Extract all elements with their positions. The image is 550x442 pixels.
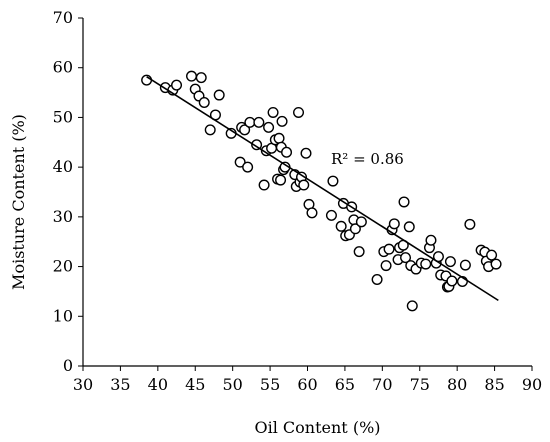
data-point bbox=[267, 106, 279, 118]
data-point bbox=[242, 161, 254, 173]
data-point bbox=[406, 300, 418, 312]
data-points bbox=[141, 70, 502, 312]
data-point bbox=[253, 116, 265, 128]
y-tick-label: 70 bbox=[53, 8, 73, 27]
data-point bbox=[213, 89, 225, 101]
trend-line bbox=[146, 75, 499, 302]
data-point bbox=[171, 79, 183, 91]
x-tick-label: 60 bbox=[297, 375, 317, 394]
data-point bbox=[464, 218, 476, 230]
x-tick-label: 30 bbox=[73, 375, 93, 394]
y-tick-label: 60 bbox=[53, 58, 73, 77]
y-tick-label: 20 bbox=[53, 257, 73, 276]
data-point bbox=[263, 121, 275, 133]
data-point bbox=[355, 216, 367, 228]
data-point bbox=[349, 223, 361, 235]
data-point bbox=[251, 139, 263, 151]
data-point bbox=[446, 275, 458, 287]
chart-ticks: 30 35 40 45 50 55 60 65 70 75 80 85 90 0 10 20 30 40 50 60 7… bbox=[53, 8, 543, 394]
data-point bbox=[459, 259, 471, 271]
data-point bbox=[398, 196, 410, 208]
x-tick-label: 50 bbox=[222, 375, 242, 394]
x-tick-label: 75 bbox=[410, 375, 430, 394]
y-tick-label: 50 bbox=[53, 107, 73, 126]
data-point bbox=[420, 258, 432, 270]
data-point bbox=[327, 175, 339, 187]
data-point bbox=[388, 218, 400, 230]
data-point bbox=[298, 179, 310, 191]
data-point bbox=[306, 207, 318, 219]
data-point bbox=[325, 209, 337, 221]
data-point bbox=[276, 115, 288, 127]
x-tick-label: 70 bbox=[372, 375, 392, 394]
data-point bbox=[239, 124, 251, 136]
data-point bbox=[425, 234, 437, 246]
x-tick-label: 80 bbox=[447, 375, 467, 394]
x-tick-label: 90 bbox=[522, 375, 542, 394]
data-point bbox=[444, 256, 456, 268]
y-tick-label: 30 bbox=[53, 207, 73, 226]
data-point bbox=[186, 70, 198, 82]
data-point bbox=[244, 116, 256, 128]
chart-axes bbox=[82, 18, 532, 367]
data-point bbox=[275, 174, 287, 186]
x-tick-label: 45 bbox=[185, 375, 205, 394]
r-squared-annotation: R² = 0.86 bbox=[331, 150, 404, 168]
data-point bbox=[403, 221, 415, 233]
y-tick-label: 40 bbox=[53, 157, 73, 176]
data-point bbox=[198, 97, 210, 109]
data-point bbox=[335, 220, 347, 232]
data-point bbox=[258, 179, 270, 191]
x-axis-title: Oil Content (%) bbox=[254, 418, 380, 437]
data-point bbox=[273, 132, 285, 144]
data-point bbox=[380, 260, 392, 272]
y-axis-title: Moisture Content (%) bbox=[9, 114, 28, 290]
data-point bbox=[204, 124, 216, 136]
x-tick-label: 85 bbox=[484, 375, 504, 394]
x-tick-label: 65 bbox=[335, 375, 355, 394]
data-point bbox=[400, 252, 412, 264]
data-point bbox=[234, 156, 246, 168]
data-point bbox=[490, 258, 502, 270]
data-point bbox=[353, 246, 365, 258]
data-point bbox=[300, 147, 312, 159]
x-tick-label: 35 bbox=[110, 375, 130, 394]
y-tick-label: 10 bbox=[53, 306, 73, 325]
data-point bbox=[195, 72, 207, 84]
data-point bbox=[371, 273, 383, 285]
data-point bbox=[281, 146, 293, 158]
data-point bbox=[486, 249, 498, 261]
x-tick-label: 40 bbox=[148, 375, 168, 394]
y-tick-label: 0 bbox=[63, 356, 73, 375]
data-point bbox=[383, 243, 395, 255]
data-point bbox=[293, 106, 305, 118]
x-tick-label: 55 bbox=[260, 375, 280, 394]
